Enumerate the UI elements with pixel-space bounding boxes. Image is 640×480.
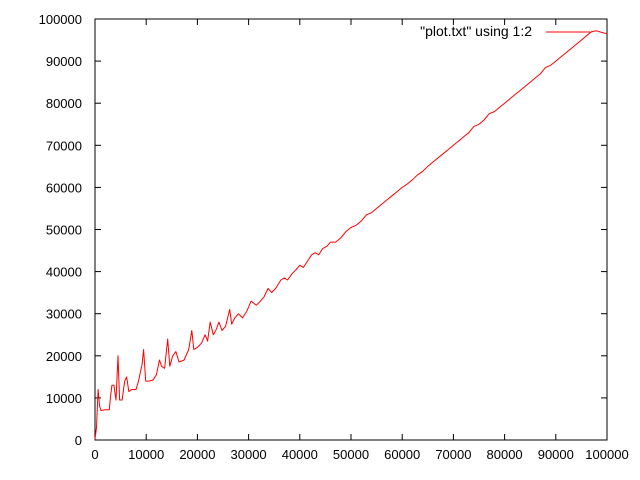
y-tick-label: 100000 xyxy=(39,12,82,27)
series-lines xyxy=(94,30,608,440)
y-tick-label: 90000 xyxy=(46,54,82,69)
x-tick-label: 70000 xyxy=(435,447,471,462)
x-tick-label: 30000 xyxy=(231,447,267,462)
y-tick-label: 80000 xyxy=(46,96,82,111)
x-tick-label: 90000 xyxy=(538,447,574,462)
x-tick-label: 50000 xyxy=(333,447,369,462)
x-axis-ticks: 0 10000 20000 30000 40000 50000 60000 70000 8000… xyxy=(91,19,629,462)
series-line xyxy=(94,30,608,440)
y-tick-label: 70000 xyxy=(46,138,82,153)
y-tick-label: 10000 xyxy=(46,391,82,406)
y-axis-ticks: 0 10000 20000 30000 40000 50000 60000 70000 8000… xyxy=(39,12,607,448)
x-tick-label: 40000 xyxy=(282,447,318,462)
y-tick-label: 0 xyxy=(75,433,82,448)
legend: "plot.txt" using 1:2 xyxy=(420,23,590,39)
y-tick-label: 30000 xyxy=(46,307,82,322)
x-tick-label: 0 xyxy=(91,447,98,462)
legend-entry-label: "plot.txt" using 1:2 xyxy=(420,23,532,39)
y-tick-label: 20000 xyxy=(46,349,82,364)
x-tick-label: 100000 xyxy=(585,447,628,462)
x-tick-label: 80000 xyxy=(487,447,523,462)
x-tick-label: 20000 xyxy=(179,447,215,462)
x-tick-label: 60000 xyxy=(384,447,420,462)
x-tick-label: 10000 xyxy=(128,447,164,462)
y-tick-label: 50000 xyxy=(46,223,82,238)
y-tick-label: 60000 xyxy=(46,180,82,195)
y-tick-label: 40000 xyxy=(46,265,82,280)
